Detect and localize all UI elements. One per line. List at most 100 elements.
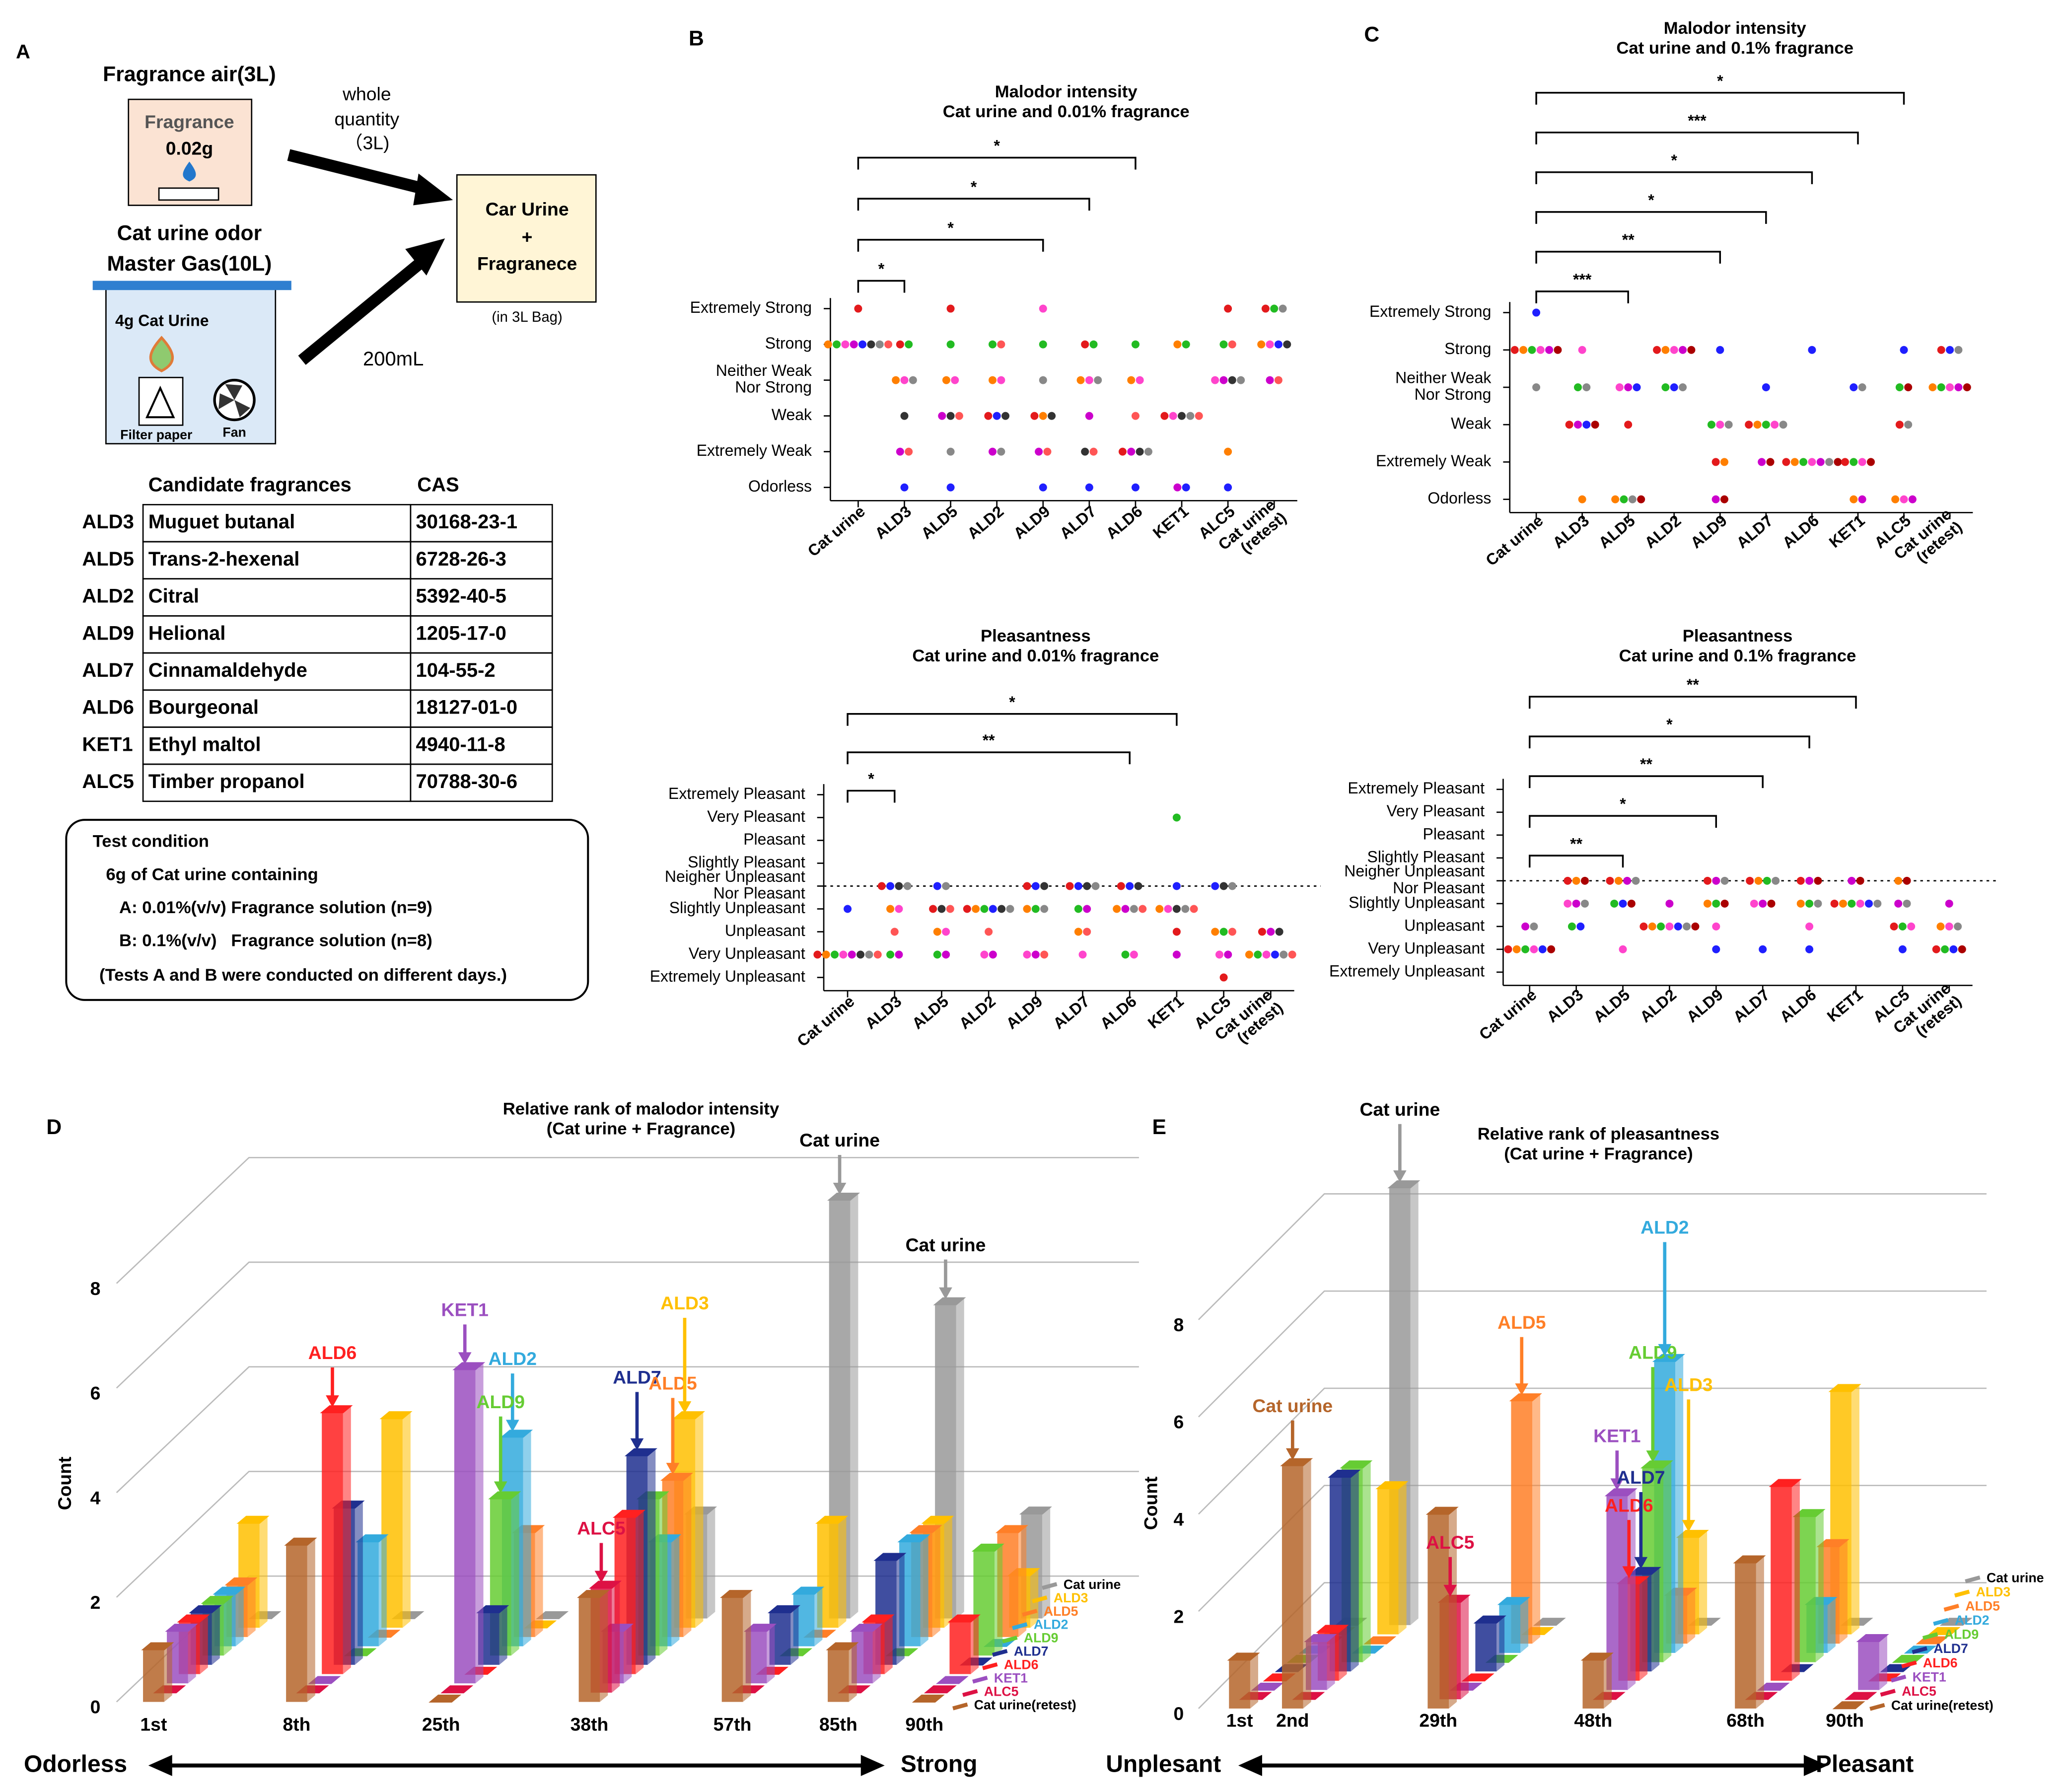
bracket	[1529, 815, 1717, 828]
dot	[1814, 899, 1822, 908]
arrow-text: whole	[342, 83, 391, 104]
dot	[1898, 922, 1907, 931]
bar-top	[935, 1676, 969, 1684]
dot	[1130, 950, 1138, 959]
y-tick-label: 2	[90, 1592, 101, 1613]
dot	[1031, 950, 1040, 959]
bar	[1582, 1660, 1604, 1709]
dot	[1257, 340, 1266, 349]
annotation-arrow-head	[1393, 1170, 1407, 1183]
dot	[1274, 376, 1282, 384]
dot	[989, 340, 997, 349]
dot	[1211, 376, 1219, 384]
dot	[1078, 950, 1087, 959]
x-tick-label: ALD3	[861, 992, 905, 1032]
dot	[1172, 905, 1181, 913]
dot	[1224, 447, 1232, 456]
annotation-arrow-head	[1646, 1450, 1660, 1463]
bar-side	[767, 1624, 775, 1684]
annotation-arrow-head	[666, 1463, 680, 1475]
bracket	[1535, 92, 1905, 105]
bar	[1771, 1486, 1792, 1681]
dot	[1118, 447, 1127, 456]
y-tick-label: Slightly Unpleasant	[669, 899, 805, 917]
dot	[1903, 899, 1911, 908]
bag-text: Car Urine	[486, 199, 569, 219]
dot	[856, 950, 865, 959]
table-cas: 1205-17-0	[416, 622, 506, 644]
dot	[1670, 383, 1678, 391]
annotation-arrow-head	[458, 1352, 472, 1364]
dot	[1127, 376, 1136, 384]
table: Candidate fragrances CAS ALD3 Muguet butana…	[82, 474, 553, 802]
bracket-label: **	[1622, 231, 1635, 249]
dot	[1614, 876, 1623, 885]
dot	[1661, 346, 1670, 354]
dot	[937, 905, 946, 913]
dot	[1627, 899, 1636, 908]
dot	[1898, 945, 1907, 953]
dot	[1139, 905, 1147, 913]
dot	[1006, 905, 1014, 913]
dot	[1136, 376, 1144, 384]
dot	[1771, 421, 1779, 429]
y-tick-label: Slightly Unpleasant	[1349, 893, 1485, 911]
table-code: ALD2	[82, 585, 134, 607]
dot	[1945, 922, 1953, 931]
annotation-arrow-head	[1682, 1520, 1696, 1532]
dot	[1873, 899, 1882, 908]
bracket	[1529, 855, 1624, 868]
dot	[1758, 458, 1766, 466]
bar-side	[659, 1492, 668, 1656]
dot	[1687, 346, 1696, 354]
legend-label: Cat urine	[1987, 1571, 2044, 1585]
dot	[980, 905, 989, 913]
dot	[1131, 483, 1140, 492]
dot	[1895, 383, 1904, 391]
y-tick-label: Extremely Unpleasant	[1329, 962, 1485, 980]
dot	[946, 447, 955, 456]
y-tick-label: Weak	[772, 406, 812, 424]
dot	[984, 412, 993, 420]
dot	[1219, 973, 1228, 982]
dot	[1864, 899, 1873, 908]
dot	[1023, 905, 1031, 913]
annotation-arrow-head	[494, 1481, 507, 1494]
dot	[1219, 376, 1228, 384]
dot	[1633, 383, 1641, 391]
dot	[1932, 945, 1940, 953]
dot	[1637, 495, 1645, 503]
dot	[1172, 882, 1181, 890]
x-tick-label: 29th	[1419, 1710, 1457, 1730]
table-name: Citral	[148, 585, 199, 607]
urine-drop	[149, 336, 174, 372]
bar-side	[1520, 1597, 1529, 1653]
dot	[1182, 340, 1190, 349]
dot	[1283, 340, 1291, 349]
legend-label: Cat urine(retest)	[1891, 1698, 1994, 1713]
arrow-head	[1803, 1755, 1828, 1776]
table-header: CAS	[417, 474, 459, 496]
annotation-arrow-head	[833, 1182, 847, 1195]
dot	[1040, 905, 1049, 913]
dot	[1228, 882, 1236, 890]
dot	[886, 950, 895, 959]
dot	[1720, 458, 1728, 466]
chart-title: Relative rank of pleasantness	[1478, 1125, 1719, 1144]
y-axis-label: Count	[1140, 1477, 1161, 1530]
condition-line: B: 0.1%(v/v) Fragrance solution (n=8)	[119, 932, 432, 950]
annotation-label: ALD7	[1617, 1467, 1665, 1488]
dot	[1623, 876, 1632, 885]
dot	[1825, 458, 1834, 466]
bar-top	[912, 1694, 945, 1703]
bar-side	[1398, 1482, 1407, 1635]
arrow-head	[1238, 1755, 1262, 1776]
dish	[158, 187, 219, 201]
bag-note: (in 3L Bag)	[492, 309, 562, 325]
bar-top	[924, 1685, 957, 1694]
dot	[1611, 495, 1620, 503]
dot	[1023, 950, 1031, 959]
dot	[895, 882, 903, 890]
bar-top	[428, 1694, 462, 1703]
x-tick-label: Cat urine	[804, 502, 868, 560]
